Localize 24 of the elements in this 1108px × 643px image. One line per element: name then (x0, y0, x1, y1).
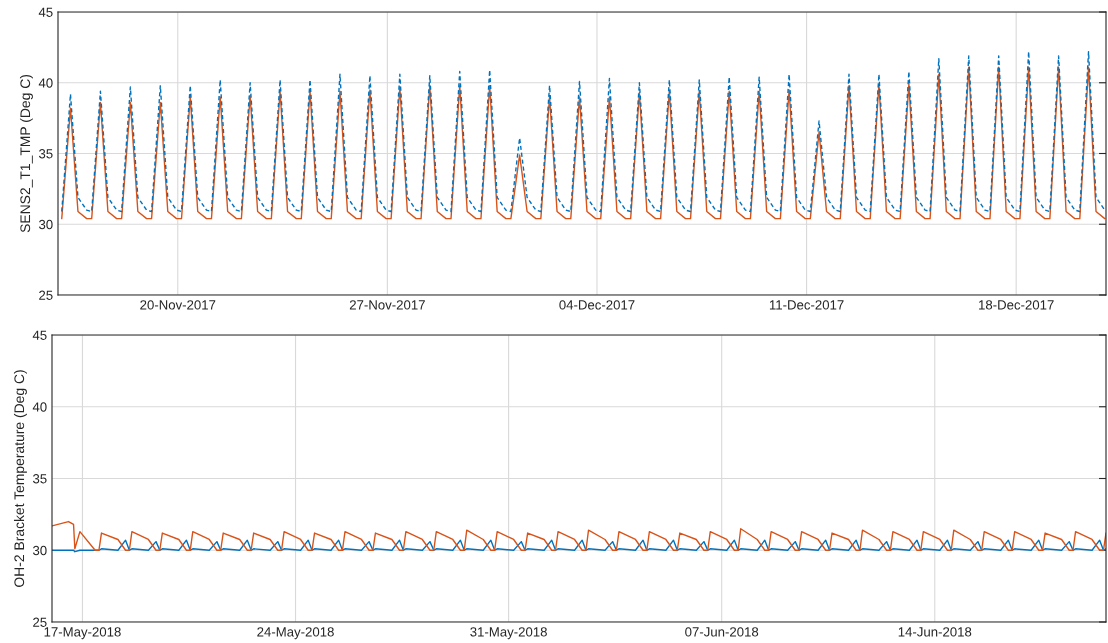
y-tick-label: 35 (32, 474, 47, 484)
x-tick-label: 27-Nov-2017 (349, 300, 425, 310)
y-tick-label: 40 (32, 402, 47, 412)
x-tick-label: 31-May-2018 (470, 627, 547, 640)
y-tick-label: 30 (32, 545, 47, 556)
y-tick-label: 35 (38, 149, 53, 159)
x-tick-label: 11-Dec-2017 (769, 300, 844, 310)
line-series (52, 520, 1106, 551)
line-series (52, 539, 1106, 553)
x-tick-label: 17-May-2018 (44, 627, 121, 640)
x-tick-label: 07-Jun-2018 (685, 627, 759, 637)
x-tick-label: 04-Dec-2017 (559, 300, 635, 310)
y-tick-label: 30 (38, 219, 53, 230)
x-tick-label: 18-Dec-2017 (979, 300, 1054, 310)
x-tick-label: 24-May-2018 (257, 627, 334, 640)
x-tick-label: 20-Nov-2017 (140, 300, 216, 310)
y-tick-label: 40 (38, 78, 53, 88)
y-axis-title: OH-2 Bracket Temperature (Deg C) (13, 370, 27, 587)
y-axis-title: SENS2_T1_TMP (Deg C) (19, 74, 33, 233)
y-tick-label: 25 (39, 290, 53, 300)
y-tick-label: 45 (32, 330, 47, 340)
x-tick-label: 14-Jun-2018 (898, 627, 972, 637)
y-tick-label: 45 (38, 7, 53, 17)
y-tick-label: 25 (33, 617, 47, 627)
